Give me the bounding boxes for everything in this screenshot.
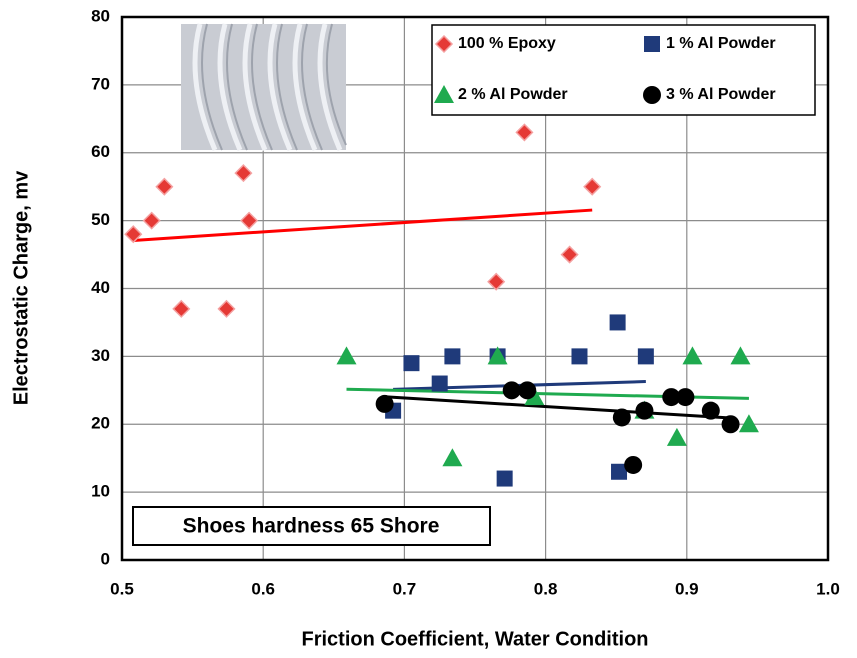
point (667, 428, 687, 446)
y-tick-label: 10 (91, 482, 110, 501)
point (676, 388, 694, 406)
legend-label: 2 % Al Powder (458, 86, 568, 103)
x-tick-label: 0.5 (110, 579, 134, 598)
legend-marker (643, 86, 661, 104)
legend-label: 100 % Epoxy (458, 35, 556, 52)
point (584, 179, 600, 195)
y-axis-title: Electrostatic Charge, mv (10, 170, 32, 405)
point (624, 456, 642, 474)
point (432, 376, 448, 392)
points (125, 124, 759, 486)
point (613, 408, 631, 426)
point (173, 301, 189, 317)
point (144, 213, 160, 229)
point (337, 346, 357, 364)
point (562, 247, 578, 263)
point (156, 179, 172, 195)
point (442, 448, 462, 466)
point (241, 213, 257, 229)
point (403, 355, 419, 371)
legend-label: 3 % Al Powder (666, 86, 776, 103)
x-tick-label: 0.9 (675, 579, 699, 598)
inset-photo (181, 24, 346, 150)
point (702, 402, 720, 420)
point (635, 402, 653, 420)
y-tick-label: 60 (91, 142, 110, 161)
y-tick-label: 70 (91, 74, 110, 93)
x-tick-label: 0.6 (251, 579, 275, 598)
point (235, 165, 251, 181)
point (518, 381, 536, 399)
point (610, 314, 626, 330)
y-tick-label: 20 (91, 414, 110, 433)
chart: 100 % Epoxy 1 % Al Powder 2 % Al Powder 3 %… (0, 0, 857, 658)
point (503, 381, 521, 399)
x-axis-title: Friction Coefficient, Water Condition (301, 628, 648, 650)
x-tick-label: 0.7 (393, 579, 417, 598)
point (516, 124, 532, 140)
point (682, 346, 702, 364)
legend: 100 % Epoxy 1 % Al Powder 2 % Al Powder 3 %… (432, 25, 815, 115)
legend-marker (644, 36, 660, 52)
point (730, 346, 750, 364)
point (739, 414, 759, 432)
point (638, 348, 654, 364)
x-tick-label: 0.8 (534, 579, 558, 598)
trendline (133, 210, 592, 240)
point (218, 301, 234, 317)
point (497, 471, 513, 487)
x-tick-label: 1.0 (816, 579, 840, 598)
y-tick-label: 50 (91, 210, 110, 229)
y-tick-label: 80 (91, 6, 110, 25)
legend-label: 1 % Al Powder (666, 35, 776, 52)
point (444, 348, 460, 364)
y-tick-label: 40 (91, 278, 110, 297)
y-tick-label: 30 (91, 346, 110, 365)
point (376, 395, 394, 413)
point (722, 415, 740, 433)
y-tick-label: 0 (101, 549, 110, 568)
point (488, 274, 504, 290)
annotation: Shoes hardness 65 Shore (183, 515, 440, 538)
point (571, 348, 587, 364)
